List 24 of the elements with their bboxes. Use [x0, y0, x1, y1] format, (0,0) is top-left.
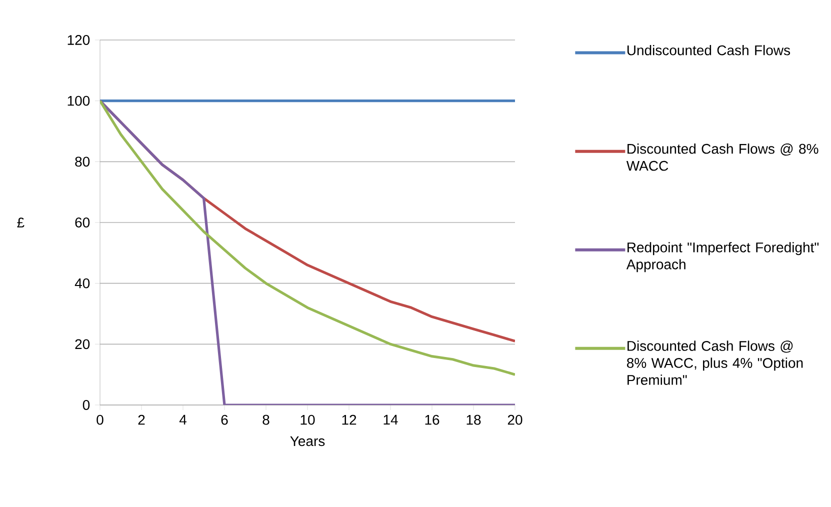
legend-label: Redpoint "Imperfect Foredight" Approach [626, 242, 819, 272]
x-tick-label: 10 [300, 414, 315, 425]
x-axis-title: Years [290, 436, 325, 446]
y-tick-label: 40 [74, 278, 90, 288]
legend-label: Discounted Cash Flows @ 8% WACC, plus 4% "Option Premium" [626, 340, 803, 385]
legend-label: Discounted Cash Flows @ 8% WACC [626, 144, 818, 171]
x-tick-label: 2 [138, 414, 145, 425]
x-tick-label: 14 [384, 414, 398, 424]
y-tick-label: 100 [68, 96, 90, 106]
x-tick-label: 16 [425, 414, 440, 425]
x-tick-label: 20 [508, 414, 522, 425]
x-tick-label: 0 [96, 414, 104, 425]
legend-label: Undiscounted Cash Flows [627, 44, 790, 56]
y-axis-title: £ [17, 218, 24, 228]
y-tick-label: 0 [82, 400, 90, 410]
x-tick-label: 8 [262, 414, 270, 425]
y-tick-label: 20 [75, 339, 90, 350]
y-tick-label: 120 [68, 35, 90, 45]
x-tick-label: 6 [221, 414, 228, 425]
x-tick-label: 12 [342, 414, 356, 425]
x-tick-label: 4 [179, 414, 186, 424]
y-tick-label: 80 [75, 156, 90, 167]
x-tick-label: 18 [466, 414, 481, 425]
y-tick-label: 60 [75, 218, 90, 228]
